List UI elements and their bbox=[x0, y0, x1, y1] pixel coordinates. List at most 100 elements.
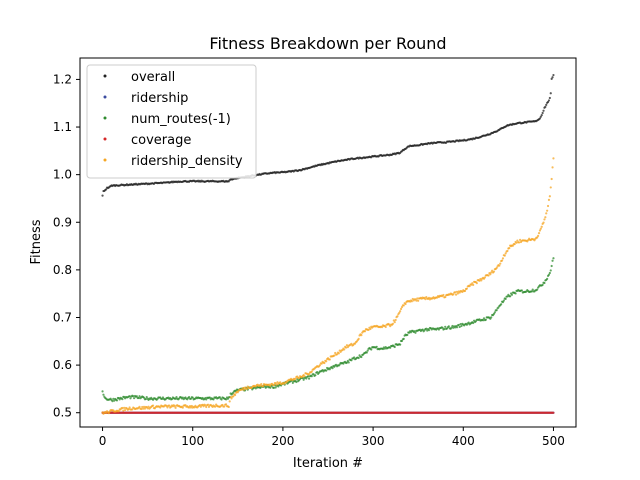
data-point-ridership-density bbox=[546, 204, 550, 208]
data-point-ridership-density bbox=[128, 406, 131, 409]
data-point-ridership-density bbox=[504, 252, 507, 255]
data-point-ridership-density bbox=[394, 318, 397, 322]
data-point-num-routes-1 bbox=[447, 325, 450, 328]
data-point-ridership-density bbox=[538, 229, 542, 232]
data-point-num-routes-1 bbox=[551, 259, 554, 262]
y-tick-label: 1.2 bbox=[53, 72, 72, 86]
data-point-ridership-density bbox=[461, 290, 464, 294]
data-point-num-routes-1 bbox=[331, 366, 334, 370]
data-point-num-routes-1 bbox=[375, 345, 378, 348]
data-point-num-routes-1 bbox=[144, 397, 147, 401]
data-point-num-routes-1 bbox=[514, 292, 517, 295]
data-point-ridership-density bbox=[550, 177, 553, 181]
data-point-ridership-density bbox=[294, 377, 297, 380]
data-point-num-routes-1 bbox=[459, 323, 462, 326]
legend-label: coverage bbox=[131, 133, 191, 148]
data-point-overall bbox=[544, 105, 547, 108]
data-point-ridership-density bbox=[424, 298, 427, 301]
data-point-num-routes-1 bbox=[443, 327, 446, 331]
data-point-num-routes-1 bbox=[510, 293, 514, 296]
data-point-num-routes-1 bbox=[350, 359, 353, 362]
data-point-num-routes-1 bbox=[541, 283, 544, 286]
data-point-ridership-density bbox=[261, 385, 265, 388]
data-point-num-routes-1 bbox=[291, 381, 294, 384]
data-point-num-routes-1 bbox=[490, 316, 493, 319]
data-point-overall bbox=[101, 194, 104, 197]
data-point-ridership-density bbox=[333, 354, 336, 357]
data-point-ridership-density bbox=[117, 409, 120, 413]
data-point-ridership-density bbox=[298, 376, 301, 380]
data-point-num-routes-1 bbox=[174, 397, 177, 400]
data-point-num-routes-1 bbox=[328, 368, 331, 371]
data-point-ridership-density bbox=[415, 299, 418, 302]
data-point-num-routes-1 bbox=[188, 395, 191, 399]
data-point-num-routes-1 bbox=[547, 273, 551, 276]
data-point-overall bbox=[550, 77, 553, 80]
data-point-ridership-density bbox=[501, 257, 505, 260]
data-point-ridership-density bbox=[174, 406, 177, 409]
data-point-num-routes-1 bbox=[316, 370, 319, 374]
data-point-num-routes-1 bbox=[495, 309, 498, 312]
data-point-ridership-density bbox=[545, 212, 548, 215]
data-point-overall bbox=[547, 99, 551, 102]
data-point-ridership-density bbox=[444, 295, 447, 299]
data-point-num-routes-1 bbox=[212, 398, 215, 401]
data-point-overall bbox=[548, 96, 551, 100]
data-point-num-routes-1 bbox=[142, 396, 146, 399]
data-point-ridership-density bbox=[214, 405, 217, 408]
data-point-ridership-density bbox=[500, 259, 504, 262]
data-point-num-routes-1 bbox=[121, 398, 124, 401]
data-point-num-routes-1 bbox=[310, 375, 313, 378]
data-point-overall bbox=[539, 115, 542, 118]
series-overall bbox=[101, 73, 555, 197]
data-point-num-routes-1 bbox=[302, 378, 305, 381]
y-tick-label: 0.7 bbox=[53, 310, 72, 324]
data-point-ridership-density bbox=[491, 269, 494, 272]
x-tick-label: 200 bbox=[271, 434, 294, 448]
data-point-ridership-density bbox=[131, 408, 134, 411]
data-point-ridership-density bbox=[198, 403, 202, 407]
data-point-num-routes-1 bbox=[254, 387, 257, 390]
data-point-num-routes-1 bbox=[421, 328, 424, 331]
data-point-num-routes-1 bbox=[115, 399, 119, 402]
data-point-num-routes-1 bbox=[543, 281, 546, 285]
data-point-ridership-density bbox=[416, 297, 419, 300]
data-point-num-routes-1 bbox=[181, 396, 184, 399]
y-axis-label: Fitness bbox=[29, 219, 44, 264]
data-point-ridership-density bbox=[542, 221, 545, 224]
y-tick-label: 0.5 bbox=[53, 406, 72, 420]
data-point-ridership-density bbox=[243, 388, 246, 391]
data-point-num-routes-1 bbox=[500, 303, 503, 306]
x-tick-label: 0 bbox=[99, 434, 107, 448]
data-point-num-routes-1 bbox=[472, 321, 475, 325]
data-point-ridership-density bbox=[307, 372, 311, 376]
data-point-ridership-density bbox=[551, 166, 554, 169]
data-point-overall bbox=[545, 103, 548, 106]
data-point-num-routes-1 bbox=[366, 349, 369, 352]
legend-label: num_routes(-1) bbox=[131, 112, 231, 127]
data-point-num-routes-1 bbox=[531, 288, 534, 291]
data-point-num-routes-1 bbox=[441, 326, 444, 329]
data-point-ridership-density bbox=[242, 386, 245, 390]
data-point-num-routes-1 bbox=[145, 395, 148, 399]
data-point-ridership-density bbox=[546, 209, 549, 212]
x-tick-label: 100 bbox=[181, 434, 204, 448]
data-point-num-routes-1 bbox=[509, 295, 512, 298]
y-tick-label: 1.0 bbox=[53, 168, 72, 182]
data-point-num-routes-1 bbox=[353, 356, 356, 359]
data-point-num-routes-1 bbox=[129, 397, 132, 400]
legend-marker bbox=[103, 74, 107, 78]
data-point-ridership-density bbox=[357, 337, 360, 340]
data-point-ridership-density bbox=[537, 232, 541, 235]
legend-label: overall bbox=[131, 70, 175, 85]
data-point-ridership-density bbox=[543, 218, 546, 221]
data-point-ridership-density bbox=[318, 364, 321, 367]
data-point-ridership-density bbox=[350, 342, 353, 345]
data-point-num-routes-1 bbox=[101, 390, 104, 393]
data-point-ridership-density bbox=[402, 304, 405, 307]
data-point-ridership-density bbox=[499, 262, 502, 265]
data-point-ridership-density bbox=[206, 403, 210, 406]
data-point-ridership-density bbox=[552, 157, 555, 160]
data-point-ridership-density bbox=[204, 404, 207, 407]
